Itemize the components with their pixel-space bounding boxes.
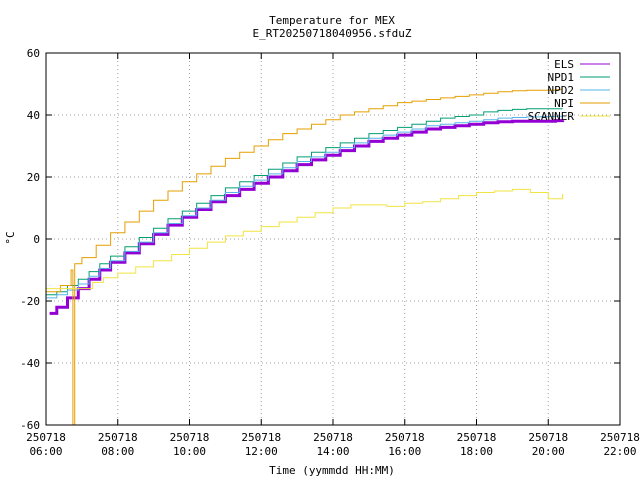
y-tick-label: 40 bbox=[27, 109, 40, 122]
x-tick-label-date: 250718 bbox=[385, 431, 425, 444]
legend-label-els: ELS bbox=[554, 58, 574, 71]
x-tick-label-date: 250718 bbox=[457, 431, 497, 444]
y-tick-label: 60 bbox=[27, 47, 40, 60]
y-tick-label: -20 bbox=[20, 295, 40, 308]
x-tick-label-date: 250718 bbox=[313, 431, 353, 444]
y-tick-label: 20 bbox=[27, 171, 40, 184]
x-tick-label-time: 22:00 bbox=[603, 445, 636, 458]
x-tick-label-time: 08:00 bbox=[101, 445, 134, 458]
x-tick-label-time: 20:00 bbox=[532, 445, 565, 458]
legend-label-scanner: SCANNER bbox=[528, 110, 575, 123]
chart-subtitle: E_RT20250718040956.sfduZ bbox=[253, 27, 412, 40]
x-tick-label-time: 10:00 bbox=[173, 445, 206, 458]
y-tick-label: 0 bbox=[33, 233, 40, 246]
x-tick-label-date: 250718 bbox=[241, 431, 281, 444]
legend-label-npd1: NPD1 bbox=[548, 71, 575, 84]
series-layer bbox=[46, 89, 565, 426]
x-tick-label-time: 06:00 bbox=[29, 445, 62, 458]
x-tick-label-date: 250718 bbox=[26, 431, 66, 444]
x-tick-label-date: 250718 bbox=[528, 431, 568, 444]
legend-label-npd2: NPD2 bbox=[548, 84, 575, 97]
x-tick-label-time: 12:00 bbox=[245, 445, 278, 458]
axes-layer: 6040200-20-40-6025071806:0025071808:0025… bbox=[20, 47, 640, 458]
series-line-npd1 bbox=[46, 108, 563, 296]
x-tick-label-date: 250718 bbox=[600, 431, 640, 444]
x-tick-label-date: 250718 bbox=[98, 431, 138, 444]
x-tick-label-time: 16:00 bbox=[388, 445, 421, 458]
y-tick-label: -40 bbox=[20, 357, 40, 370]
legend-label-npi: NPI bbox=[554, 97, 574, 110]
series-line-npd2 bbox=[46, 115, 563, 299]
series-line-npi bbox=[46, 89, 563, 426]
series-line-scanner bbox=[46, 188, 564, 290]
x-tick-label-date: 250718 bbox=[170, 431, 210, 444]
x-axis-label: Time (yymmdd HH:MM) bbox=[269, 464, 395, 477]
x-tick-label-time: 14:00 bbox=[316, 445, 349, 458]
x-tick-label-time: 18:00 bbox=[460, 445, 493, 458]
y-tick-label: -60 bbox=[20, 419, 40, 432]
chart-title: Temperature for MEX bbox=[269, 14, 395, 27]
series-line-els bbox=[49, 119, 565, 315]
y-axis-label: °C bbox=[4, 231, 17, 244]
plot-frame bbox=[45, 52, 621, 426]
